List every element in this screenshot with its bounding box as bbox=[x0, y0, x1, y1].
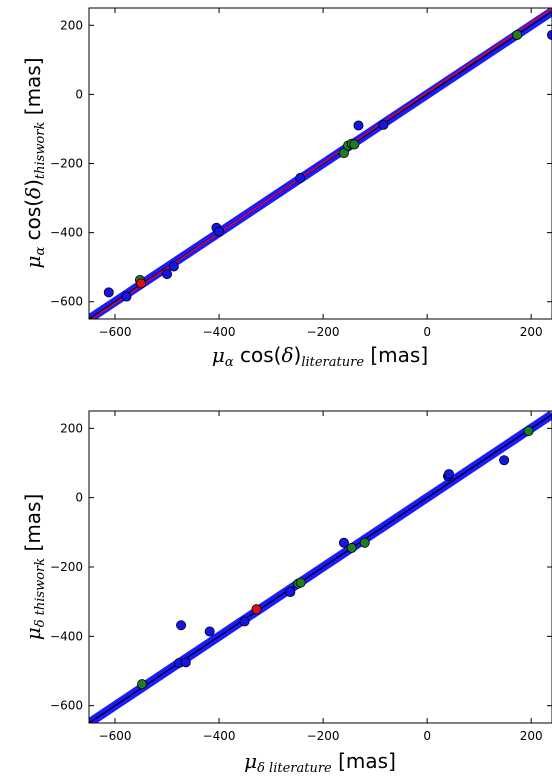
x-axis-label-bottom: μδ literature [mas] bbox=[244, 749, 396, 776]
y-tick-label: −600 bbox=[50, 295, 83, 309]
x-tick-label: −600 bbox=[99, 729, 132, 743]
data-point-1-0-2 bbox=[180, 657, 191, 668]
x-tick-label: 200 bbox=[520, 729, 543, 743]
data-point-0-0-8 bbox=[378, 119, 389, 130]
y-tick-label: −200 bbox=[50, 157, 83, 171]
x-tick-label: 0 bbox=[423, 325, 431, 339]
plot-clip-group bbox=[89, 411, 552, 723]
data-point-0-0-0 bbox=[103, 287, 114, 298]
data-point-0-0-6 bbox=[295, 173, 306, 184]
data-point-1-1-5 bbox=[523, 426, 534, 437]
plot-area-top bbox=[89, 8, 552, 319]
data-point-0-0-5 bbox=[214, 226, 225, 237]
x-ticks-bottom: −600 −400 −200 0 200 bbox=[99, 411, 543, 743]
data-point-1-0-0 bbox=[176, 620, 187, 631]
x-tick-label: −200 bbox=[307, 729, 340, 743]
y-ticks-bottom: −600 −400 −200 0 200 bbox=[50, 421, 552, 713]
y-ticks-top: −600 −400 −200 0 200 bbox=[50, 18, 552, 309]
data-point-0-0-2 bbox=[162, 269, 173, 280]
data-point-0-2-0 bbox=[136, 278, 147, 289]
plot-clip-group bbox=[89, 8, 552, 319]
data-point-0-0-9 bbox=[547, 29, 552, 40]
x-tick-label: 200 bbox=[520, 325, 543, 339]
data-point-0-0-1 bbox=[121, 291, 132, 302]
data-point-1-1-0 bbox=[137, 679, 148, 690]
x-tick-label: −400 bbox=[203, 325, 236, 339]
data-point-0-0-3 bbox=[168, 261, 179, 272]
y-tick-label: −400 bbox=[50, 629, 83, 643]
data-point-1-0-4 bbox=[239, 616, 250, 627]
x-axis-label-top: μα cos(δ)literature [mas] bbox=[212, 343, 428, 370]
x-tick-label: −600 bbox=[99, 325, 132, 339]
y-axis-label-top: μα cos(δ)thiswork [mas] bbox=[21, 57, 48, 268]
panel-top: −600 −400 −200 0 200 −600 −400 −200 0 200 μα cos… bbox=[21, 7, 552, 370]
x-ticks-top: −600 −400 −200 0 200 bbox=[99, 8, 543, 339]
y-tick-label: 200 bbox=[60, 18, 83, 32]
data-point-1-1-3 bbox=[346, 542, 357, 553]
data-point-0-1-1 bbox=[338, 148, 349, 159]
data-point-0-1-5 bbox=[512, 29, 523, 40]
data-point-1-0-8 bbox=[443, 469, 454, 480]
fit-line-red-0 bbox=[90, 8, 552, 319]
data-point-1-1-2 bbox=[295, 577, 306, 588]
data-point-1-1-4 bbox=[359, 537, 370, 548]
y-tick-label: −200 bbox=[50, 560, 83, 574]
y-tick-label: 0 bbox=[75, 87, 83, 101]
y-tick-label: 200 bbox=[60, 421, 83, 435]
data-point-1-2-0 bbox=[251, 604, 262, 615]
y-axis-label-bottom: μδ thiswork [mas] bbox=[21, 494, 48, 641]
x-tick-label: −200 bbox=[307, 325, 340, 339]
data-point-1-0-3 bbox=[204, 626, 215, 637]
x-tick-label: 0 bbox=[423, 729, 431, 743]
data-point-0-0-7 bbox=[353, 120, 364, 131]
one-to-one-line-1 bbox=[89, 413, 552, 723]
data-point-1-0-6 bbox=[338, 537, 349, 548]
data-point-0-1-4 bbox=[349, 139, 360, 150]
y-tick-label: −600 bbox=[50, 699, 83, 713]
y-tick-label: −400 bbox=[50, 226, 83, 240]
plot-area-bottom bbox=[89, 411, 552, 723]
x-tick-label: −400 bbox=[203, 729, 236, 743]
panel-bottom: −600 −400 −200 0 200 −600 −400 −200 0 200 μδ lit… bbox=[21, 410, 552, 776]
data-point-1-0-9 bbox=[499, 455, 510, 466]
y-tick-label: 0 bbox=[75, 491, 83, 505]
data-point-1-0-5 bbox=[285, 586, 296, 597]
